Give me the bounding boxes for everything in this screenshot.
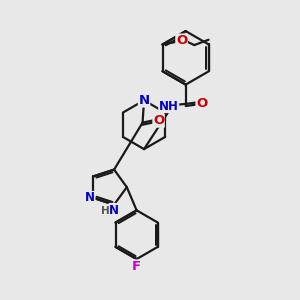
Text: O: O <box>196 97 207 110</box>
Text: N: N <box>139 94 150 107</box>
Text: NH: NH <box>159 100 179 112</box>
Text: N: N <box>109 203 119 217</box>
Text: H: H <box>101 206 110 216</box>
Text: O: O <box>153 114 164 127</box>
Text: O: O <box>176 34 187 47</box>
Text: N: N <box>85 191 95 205</box>
Text: F: F <box>132 260 141 273</box>
